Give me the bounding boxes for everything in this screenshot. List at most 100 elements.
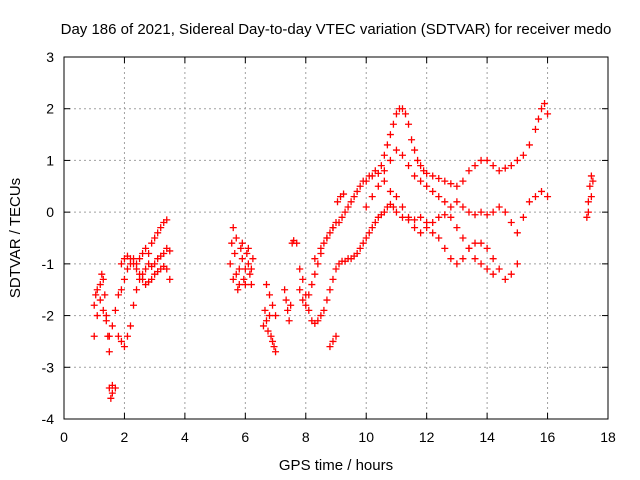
data-point <box>459 234 467 242</box>
data-point <box>272 312 280 320</box>
data-point <box>317 244 325 252</box>
y-tick-label: -4 <box>42 411 55 427</box>
series-sat-d <box>114 244 174 351</box>
axis-ticks <box>63 56 609 420</box>
data-point <box>513 229 521 237</box>
data-point <box>90 301 98 309</box>
series-sat-k <box>311 100 552 263</box>
data-point <box>435 193 443 201</box>
chart-title: Day 186 of 2021, Sidereal Day-to-day VTE… <box>61 21 612 38</box>
data-point <box>365 229 373 237</box>
data-point <box>386 156 394 164</box>
data-point <box>281 286 289 294</box>
data-point <box>238 239 246 247</box>
data-point <box>353 250 361 258</box>
data-point <box>411 216 419 224</box>
y-tick-label: -1 <box>42 256 55 272</box>
data-point <box>229 275 237 283</box>
data-point <box>90 332 98 340</box>
data-point <box>326 229 334 237</box>
data-point <box>117 337 125 345</box>
data-point <box>235 281 243 289</box>
data-point <box>489 162 497 170</box>
data-point <box>513 260 521 268</box>
data-point <box>417 162 425 170</box>
data-point <box>423 224 431 232</box>
data-point <box>320 239 328 247</box>
data-point <box>287 301 295 309</box>
data-point <box>117 260 125 268</box>
data-point <box>340 190 348 198</box>
data-point <box>133 265 141 273</box>
data-point <box>489 255 497 263</box>
data-point <box>495 203 503 211</box>
data-point <box>538 187 546 195</box>
data-point <box>341 208 349 216</box>
data-point <box>302 301 310 309</box>
data-point <box>453 224 461 232</box>
grid-lines <box>64 57 608 419</box>
data-point <box>380 177 388 185</box>
data-point <box>308 281 316 289</box>
data-point <box>423 169 431 177</box>
data-point <box>101 291 109 299</box>
data-point <box>234 286 242 294</box>
data-point <box>244 244 252 252</box>
data-point <box>356 244 364 252</box>
data-point <box>519 151 527 159</box>
data-point <box>314 317 322 325</box>
data-point <box>417 213 425 221</box>
data-point <box>483 156 491 164</box>
data-point <box>151 260 159 268</box>
data-point <box>166 247 174 255</box>
data-point <box>264 327 272 335</box>
data-point <box>93 312 101 320</box>
data-point <box>459 203 467 211</box>
data-point <box>389 203 397 211</box>
data-point <box>453 198 461 206</box>
x-tick-label: 16 <box>540 429 556 445</box>
series-sat-g <box>259 281 280 356</box>
data-point <box>299 275 307 283</box>
data-point <box>305 306 313 314</box>
data-point <box>441 211 449 219</box>
data-point <box>483 265 491 273</box>
data-point <box>368 193 376 201</box>
y-tick-label: 0 <box>46 204 54 220</box>
data-point <box>398 213 406 221</box>
data-point <box>334 198 342 206</box>
data-point <box>501 164 509 172</box>
data-point <box>136 255 144 263</box>
data-point <box>107 394 115 402</box>
data-point <box>411 224 419 232</box>
data-point <box>329 337 337 345</box>
y-tick-label: 1 <box>46 152 54 168</box>
data-point <box>136 270 144 278</box>
data-point <box>231 250 239 258</box>
data-point <box>477 239 485 247</box>
data-point <box>589 177 597 185</box>
x-tick-label: 2 <box>121 429 129 445</box>
data-point <box>423 182 431 190</box>
data-point <box>386 187 394 195</box>
data-point <box>326 286 334 294</box>
data-point <box>237 244 245 252</box>
data-point <box>471 211 479 219</box>
data-point <box>359 177 367 185</box>
data-point <box>232 234 240 242</box>
data-point <box>104 332 112 340</box>
data-point <box>465 208 473 216</box>
data-point <box>501 275 509 283</box>
data-point <box>226 260 234 268</box>
data-point <box>380 167 388 175</box>
data-point <box>398 105 406 113</box>
data-point <box>507 270 515 278</box>
data-point <box>471 255 479 263</box>
series-sat-c <box>105 381 119 402</box>
data-point <box>392 193 400 201</box>
data-point <box>435 175 443 183</box>
data-point <box>495 265 503 273</box>
data-point <box>102 312 110 320</box>
data-point <box>108 322 116 330</box>
